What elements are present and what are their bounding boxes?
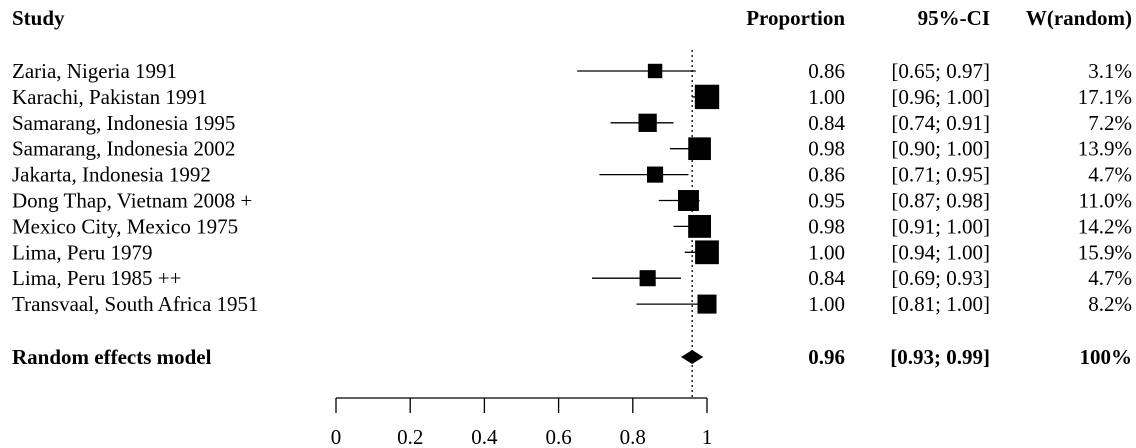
proportion-value: 0.95 [808, 189, 845, 213]
estimate-square [697, 294, 717, 314]
weight-value: 17.1% [1078, 85, 1132, 109]
header-weight: W(random) [1026, 6, 1132, 30]
study-label: Jakarta, Indonesia 1992 [12, 163, 211, 187]
tick-label: 0.8 [620, 425, 646, 448]
proportion-value: 0.84 [808, 266, 845, 290]
summary-label: Random effects model [12, 345, 212, 369]
tick-label: 0 [331, 425, 342, 448]
tick-label: 0.4 [471, 425, 498, 448]
ci-value: [0.87; 0.98] [891, 189, 990, 213]
proportion-value: 0.84 [808, 111, 845, 135]
study-label: Zaria, Nigeria 1991 [12, 59, 177, 83]
summary-weight: 100% [1080, 345, 1133, 369]
proportion-value: 0.86 [808, 59, 845, 83]
x-axis: 0 0.2 0.4 0.6 0.8 1 [331, 50, 713, 448]
estimate-square [638, 113, 657, 132]
header-ci: 95%-CI [918, 6, 990, 30]
ci-value: [0.91; 1.00] [891, 214, 990, 238]
summary-row: Random effects model 0.96 [0.93; 0.99] 100% [12, 345, 1132, 369]
tick-label: 0.6 [545, 425, 571, 448]
estimate-square [639, 270, 656, 287]
ci-value: [0.96; 1.00] [891, 85, 990, 109]
weight-value: 15.9% [1078, 240, 1132, 264]
summary-ci: [0.93; 0.99] [890, 345, 990, 369]
header-study: Study [12, 6, 65, 30]
summary-proportion: 0.96 [808, 345, 845, 369]
proportion-value: 0.98 [808, 214, 845, 238]
weight-value: 11.0% [1079, 189, 1132, 213]
weight-value: 4.7% [1088, 163, 1132, 187]
estimate-square [677, 190, 699, 211]
ci-value: [0.90; 1.00] [891, 137, 990, 161]
study-label: Lima, Peru 1985 ++ [12, 266, 182, 290]
study-rows: Zaria, Nigeria 1991 0.86 [0.65; 0.97] 3.1% K… [12, 59, 1132, 316]
ci-value: [0.71; 0.95] [891, 163, 990, 187]
proportion-value: 0.86 [808, 163, 845, 187]
study-label: Karachi, Pakistan 1991 [12, 85, 207, 109]
ci-value: [0.65; 0.97] [891, 59, 990, 83]
ci-value: [0.69; 0.93] [891, 266, 990, 290]
weight-value: 13.9% [1078, 137, 1132, 161]
header-proportion: Proportion [746, 6, 845, 30]
estimate-square [694, 84, 720, 110]
proportion-value: 1.00 [808, 240, 845, 264]
proportion-value: 1.00 [808, 292, 845, 316]
tick-label: 0.2 [397, 425, 423, 448]
estimate-square [647, 63, 663, 79]
study-label: Lima, Peru 1979 [12, 240, 153, 264]
ci-value: [0.74; 0.91] [891, 111, 990, 135]
ci-value: [0.94; 1.00] [891, 240, 990, 264]
study-label: Transvaal, South Africa 1951 [12, 292, 259, 316]
weight-value: 8.2% [1088, 292, 1132, 316]
study-label: Mexico City, Mexico 1975 [12, 214, 238, 238]
study-label: Samarang, Indonesia 1995 [12, 111, 235, 135]
weight-value: 3.1% [1088, 59, 1132, 83]
weight-value: 14.2% [1078, 214, 1132, 238]
proportion-value: 1.00 [808, 85, 845, 109]
tick-label: 1 [702, 425, 713, 448]
weight-value: 4.7% [1088, 266, 1132, 290]
study-label: Dong Thap, Vietnam 2008 + [12, 189, 252, 213]
study-label: Samarang, Indonesia 2002 [12, 137, 235, 161]
weight-value: 7.2% [1088, 111, 1132, 135]
proportion-value: 0.98 [808, 137, 845, 161]
estimate-square [688, 214, 711, 238]
estimate-square [647, 166, 664, 183]
ci-value: [0.81; 1.00] [891, 292, 990, 316]
estimate-square [688, 137, 711, 161]
estimate-square [695, 240, 719, 265]
